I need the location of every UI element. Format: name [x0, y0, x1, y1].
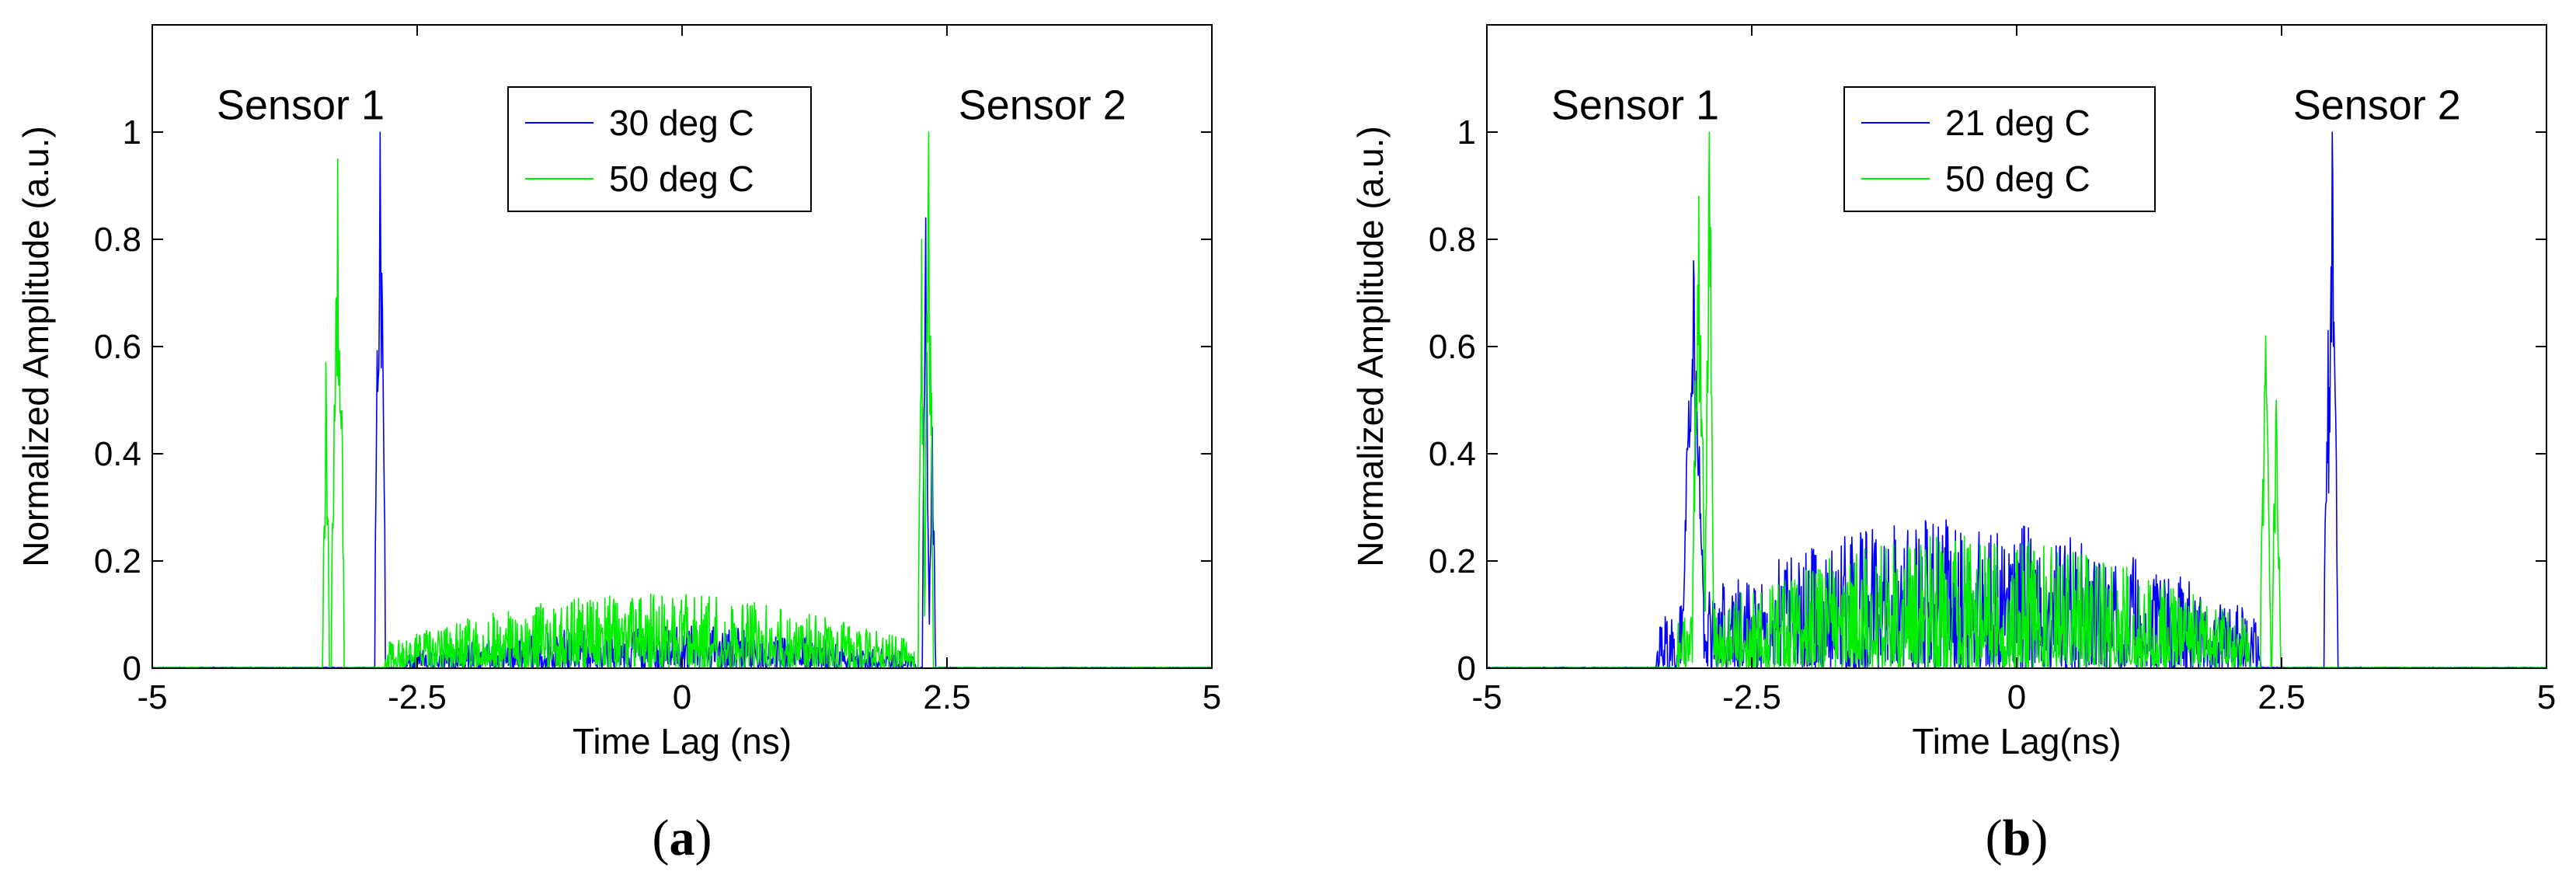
- series-line-1: [151, 131, 1213, 669]
- x-tick-label: 5: [2537, 678, 2556, 716]
- y-tick-label: 0: [123, 650, 141, 688]
- x-tick-label: 0: [673, 678, 691, 716]
- annotation-sensor-2: Sensor 2: [959, 82, 1126, 129]
- y-tick-label: 0.8: [94, 221, 141, 259]
- annotation-sensor-1: Sensor 1: [1551, 82, 1719, 129]
- x-tick-label: 0: [2007, 678, 2026, 716]
- x-axis-label: Time Lag(ns): [1912, 721, 2121, 761]
- y-tick-label: 1: [1457, 113, 1476, 152]
- y-tick-label: 0.6: [94, 328, 141, 366]
- legend: 21 deg C 50 deg C: [1843, 86, 2156, 212]
- x-tick-label: -2.5: [1722, 678, 1781, 716]
- y-tick-label: 0.4: [94, 435, 141, 473]
- y-tick-label: 0.8: [1429, 221, 1476, 259]
- legend-entry-1: 30 deg C: [609, 103, 754, 143]
- x-tick-label: -5: [137, 678, 167, 716]
- panel-label: (a): [653, 810, 712, 866]
- legend-entry-2: 50 deg C: [609, 159, 754, 199]
- y-axis-label: Normalized Amplitude (a.u.): [1350, 126, 1391, 567]
- legend-entry-1: 21 deg C: [1945, 103, 2090, 143]
- series-line-2: [151, 131, 1213, 669]
- y-tick-label: 0.4: [1429, 435, 1476, 473]
- x-tick-label: 5: [1203, 678, 1221, 716]
- x-tick-label: -2.5: [388, 678, 447, 716]
- legend-entry-2: 50 deg C: [1945, 159, 2090, 199]
- y-tick-label: 0.2: [1429, 542, 1476, 580]
- y-tick-label: 0: [1457, 650, 1476, 688]
- panel-label: (b): [1986, 810, 2049, 866]
- x-tick-label: 2.5: [923, 678, 970, 716]
- y-axis-label: Normalized Amplitude (a.u.): [16, 126, 56, 567]
- chart-panel-a: -5 -2.5 0 2.5 5 0 0.2 0.4 0.6 0.8 1 Time Lag (ns) No…: [16, 24, 1221, 866]
- legend-box: [1843, 86, 2156, 212]
- annotation-sensor-1: Sensor 1: [217, 82, 385, 129]
- y-tick-label: 1: [123, 113, 141, 152]
- y-tick-label: 0.6: [1429, 328, 1476, 366]
- x-axis-label: Time Lag (ns): [573, 721, 792, 761]
- legend: 30 deg C 50 deg C: [507, 86, 812, 212]
- series-line-1: [1486, 131, 2547, 669]
- y-tick-label: 0.2: [94, 542, 141, 580]
- legend-box: [507, 86, 812, 212]
- x-tick-label: 2.5: [2257, 678, 2305, 716]
- annotation-sensor-2: Sensor 2: [2293, 82, 2461, 129]
- x-tick-label: -5: [1471, 678, 1502, 716]
- chart-panel-b: -5 -2.5 0 2.5 5 0 0.2 0.4 0.6 0.8 1 Time Lag(ns) Nor…: [1350, 24, 2556, 866]
